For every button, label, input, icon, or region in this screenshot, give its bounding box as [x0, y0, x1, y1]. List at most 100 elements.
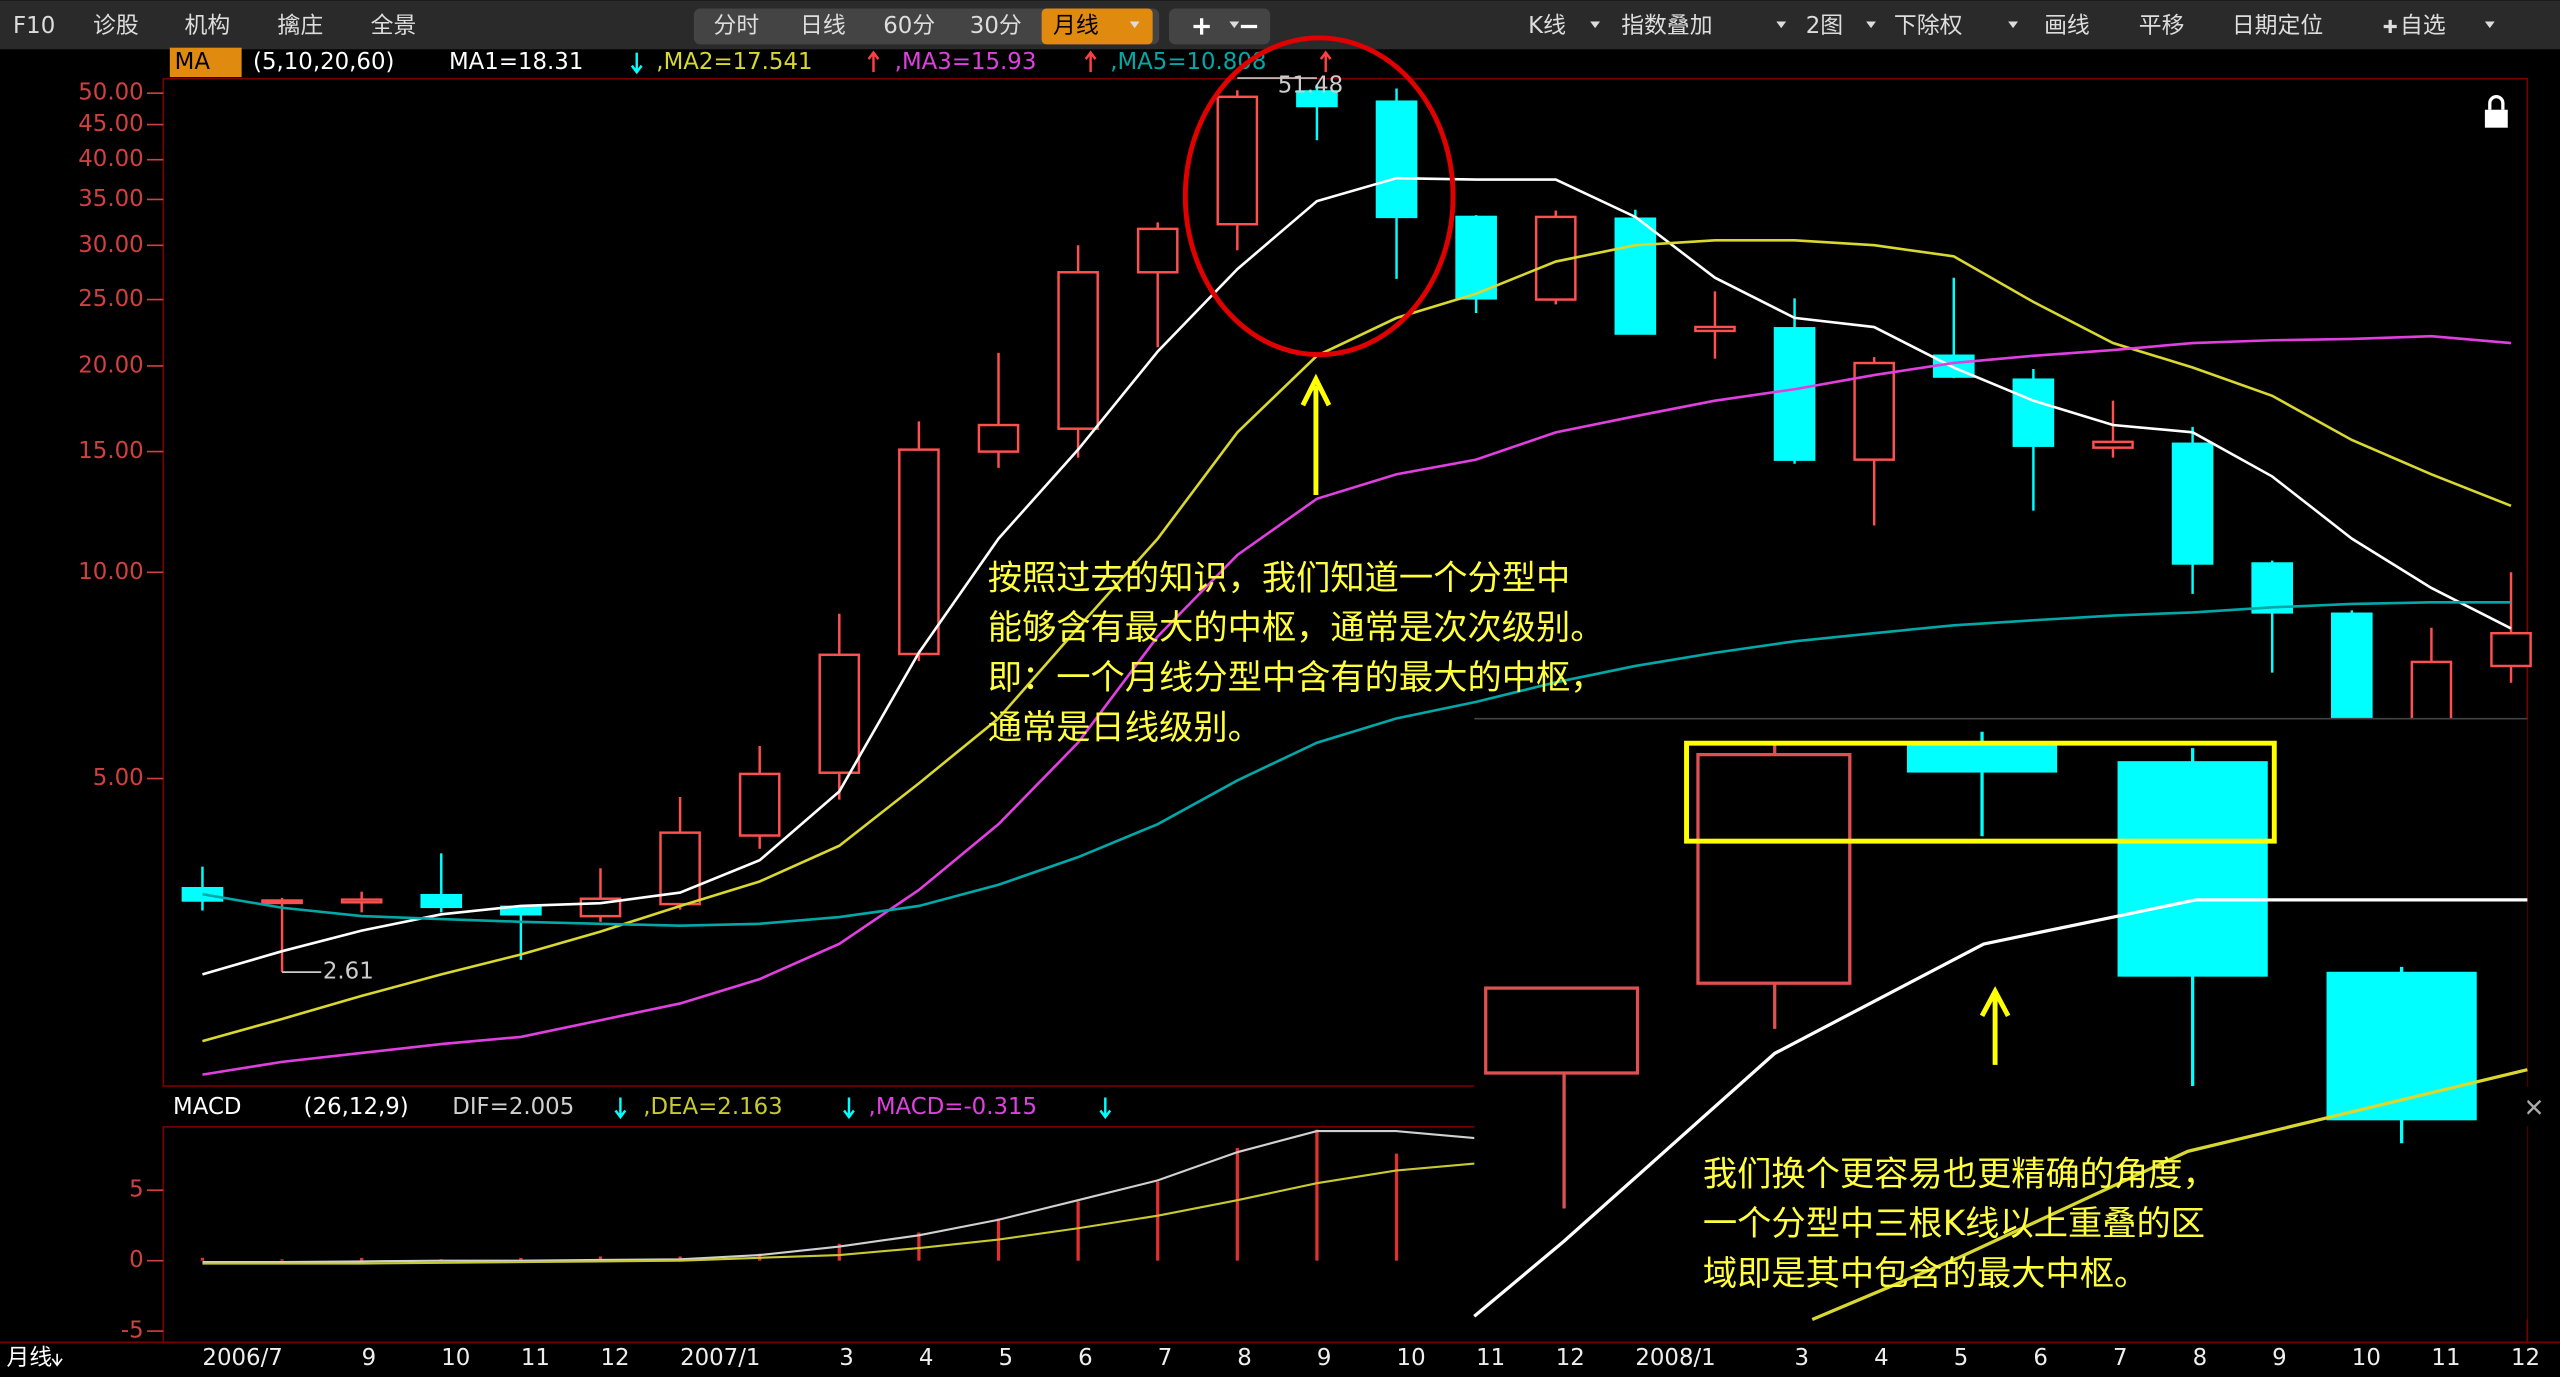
trend-arrow	[630, 52, 643, 75]
toolbar-item[interactable]: F10	[13, 13, 55, 39]
candle-body	[1296, 90, 1338, 108]
candle-body	[420, 893, 463, 909]
overlap-box	[1684, 740, 2277, 844]
candle-body	[1216, 95, 1259, 226]
x-tick-label: 11	[2431, 1345, 2460, 1371]
ma-line	[202, 176, 2512, 976]
dropdown-icon	[2008, 21, 2018, 29]
candle-body	[1773, 327, 1816, 461]
period-button[interactable]: 日线	[800, 13, 846, 39]
inset-candle	[2117, 761, 2268, 977]
y-tick-label: 10.00	[78, 559, 143, 585]
y-tick-label: 0	[129, 1247, 144, 1273]
active-period[interactable]	[1041, 8, 1153, 45]
candle-body	[1853, 361, 1895, 461]
annotation-arrow	[1300, 373, 1332, 496]
annotation: 域即是其中包含的最大中枢。	[1703, 1254, 2148, 1294]
toolbar-item[interactable]: 2图	[1806, 13, 1843, 39]
candle-body	[1136, 227, 1179, 274]
period-button[interactable]: 月线	[1053, 13, 1099, 39]
y-tick-label: 5.00	[93, 765, 144, 791]
toolbar-item[interactable]: 全景	[371, 13, 417, 39]
candle-body	[2092, 440, 2134, 449]
macd-params: (26,12,9)	[304, 1094, 409, 1120]
x-tick-label: 3	[839, 1345, 854, 1371]
trend-arrow	[1084, 50, 1097, 73]
zoom-inset	[1473, 717, 2528, 1322]
annotation: 按照过去的知识，我们知道一个分型中	[988, 558, 1571, 598]
toolbar-item[interactable]: 自选	[2400, 13, 2446, 39]
plus-icon	[2383, 19, 2397, 33]
y-tick-label: 50.00	[78, 80, 143, 106]
candle-body	[261, 899, 303, 905]
x-tick-label: 2006/7	[202, 1345, 282, 1371]
y-tick-label: 5	[129, 1177, 144, 1203]
toolbar	[0, 0, 2560, 50]
candle-body	[977, 423, 1020, 453]
candle-body	[2251, 562, 2294, 614]
inset-ma	[1473, 898, 2528, 1318]
toolbar-item[interactable]: K线	[1528, 13, 1566, 39]
x-tick-label: 9	[1317, 1345, 1332, 1371]
toolbar-item[interactable]: 日期定位	[2232, 13, 2323, 39]
dropdown-icon	[1129, 21, 1140, 29]
toolbar-item[interactable]: 平移	[2139, 13, 2185, 39]
period-button[interactable]: 30分	[970, 13, 1022, 39]
annotation: 即：一个月线分型中含有的最大的中枢，	[988, 658, 1605, 698]
y-tick-label: 20.00	[78, 352, 143, 378]
candle-body	[2171, 442, 2214, 565]
main-frame	[162, 77, 2529, 1087]
toolbar-item[interactable]: 下除权	[1894, 13, 1963, 39]
x-tick-label: 12	[600, 1345, 629, 1371]
y-tick-label: 35.00	[78, 186, 143, 212]
legend-entry: ,MACD=-0.315	[869, 1094, 1038, 1120]
legend-entry: ,MA3=15.93	[895, 49, 1037, 75]
trend-arrow	[843, 1097, 855, 1120]
candle-body	[1455, 215, 1497, 300]
annotation: 我们换个更容易也更精确的角度，	[1703, 1154, 2217, 1194]
y-tick-label: 30.00	[78, 232, 143, 258]
toolbar-item[interactable]: 画线	[2044, 13, 2090, 39]
x-tick-label: 2008/1	[1635, 1345, 1715, 1371]
ma-line	[202, 239, 2512, 1043]
toolbar-item[interactable]: 机构	[184, 13, 230, 39]
y-tick-label: 45.00	[78, 111, 143, 137]
ma-title[interactable]: MA	[175, 49, 211, 75]
candle-body	[1057, 271, 1099, 430]
ma-params: (5,10,20,60)	[253, 49, 394, 75]
annotation: 能够含有最大的中枢，通常是次次级别。	[988, 608, 1605, 648]
trend-arrow	[1319, 50, 1332, 73]
x-tick-label: 10	[1397, 1345, 1426, 1371]
macd-line	[202, 1162, 1477, 1265]
ma-button[interactable]	[169, 47, 242, 78]
toolbar-item[interactable]: 诊股	[93, 13, 139, 39]
x-tick-label: 7	[1158, 1345, 1173, 1371]
period-arrow	[51, 1353, 63, 1367]
toolbar-item[interactable]: 指数叠加	[1621, 13, 1712, 39]
trend-arrow	[867, 50, 880, 73]
legend-entry: ,MA5=10.808	[1110, 49, 1266, 75]
period-button[interactable]: 分时	[713, 13, 759, 39]
legend-entry: ,MA2=17.541	[656, 49, 812, 75]
candle-body	[1614, 217, 1657, 335]
lock-icon[interactable]	[2484, 109, 2508, 128]
zoom-buttons[interactable]	[1168, 8, 1271, 45]
x-tick-label: 5	[1954, 1345, 1969, 1371]
dropdown-icon	[1866, 21, 1876, 29]
candle-body	[2490, 631, 2532, 668]
trend-arrow	[614, 1097, 627, 1120]
toolbar-item[interactable]: 擒庄	[278, 13, 324, 39]
x-tick-label: 4	[1874, 1345, 1889, 1371]
x-tick-label: 9	[2272, 1345, 2287, 1371]
zoom-icons	[1193, 18, 1258, 35]
ma-line	[202, 600, 2512, 928]
lock-shackle	[2488, 95, 2505, 110]
y-tick-label: 40.00	[78, 146, 143, 172]
period-button[interactable]: 60分	[883, 13, 935, 39]
x-tick-label: 6	[1078, 1345, 1093, 1371]
x-tick-label: 8	[2193, 1345, 2208, 1371]
trend-arrow	[1099, 1097, 1112, 1120]
dropdown-icon	[1229, 21, 1240, 29]
close-icon[interactable]	[2526, 1099, 2542, 1115]
